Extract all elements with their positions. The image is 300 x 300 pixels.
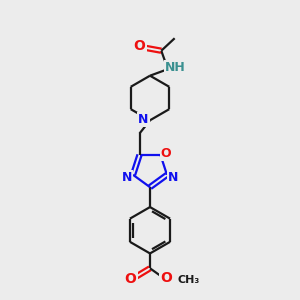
Text: NH: NH [165,61,186,74]
Text: N: N [122,171,132,184]
Text: O: O [134,39,146,53]
Text: N: N [168,171,178,184]
Text: O: O [160,147,171,160]
Text: O: O [160,271,172,285]
Text: N: N [138,113,148,126]
Text: O: O [125,272,136,286]
Text: CH₃: CH₃ [178,275,200,285]
